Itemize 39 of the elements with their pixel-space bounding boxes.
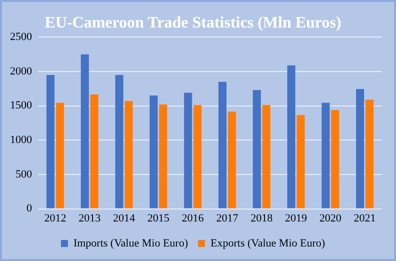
x-tick-label: 2021 <box>354 212 376 224</box>
bar <box>262 105 270 208</box>
bar <box>287 65 296 208</box>
y-tick-label: 500 <box>16 168 32 180</box>
x-tick-label: 2018 <box>250 212 274 224</box>
bar <box>56 102 64 208</box>
bar <box>124 101 133 208</box>
x-tick-label: 2014 <box>113 212 136 224</box>
bar <box>228 112 236 208</box>
y-tick-label: 1000 <box>10 134 32 146</box>
x-tick-label: 2012 <box>44 212 66 224</box>
y-tick-label: 2000 <box>10 65 32 78</box>
x-tick-label: 2015 <box>147 212 170 224</box>
bar <box>252 90 261 208</box>
x-tick-label: 2016 <box>182 212 204 224</box>
bar <box>296 115 305 208</box>
bar <box>150 96 158 208</box>
bar <box>194 105 202 208</box>
bar <box>80 54 89 208</box>
bar <box>218 82 226 208</box>
legend-label: Exports (Value Mio Euro) <box>210 237 326 250</box>
bar <box>90 94 98 208</box>
bar <box>115 74 124 208</box>
chart-title: EU-Cameroon Trade Statistics (Mln Euros) <box>44 14 342 32</box>
bar <box>366 100 374 208</box>
bar <box>322 102 330 208</box>
y-tick-label: 2500 <box>10 31 32 44</box>
legend-label: Imports (Value Mio Euro) <box>73 237 188 250</box>
bar <box>159 104 168 208</box>
bar <box>184 92 192 208</box>
x-tick-label: 2020 <box>319 212 342 224</box>
bar <box>356 89 364 208</box>
bar <box>331 110 340 208</box>
x-tick-label: 2019 <box>285 212 308 224</box>
x-tick-label: 2017 <box>216 212 239 224</box>
bar <box>46 74 54 208</box>
y-tick-label: 1500 <box>10 100 32 112</box>
x-tick-label: 2013 <box>78 212 102 224</box>
y-tick-label: 0 <box>26 202 32 215</box>
